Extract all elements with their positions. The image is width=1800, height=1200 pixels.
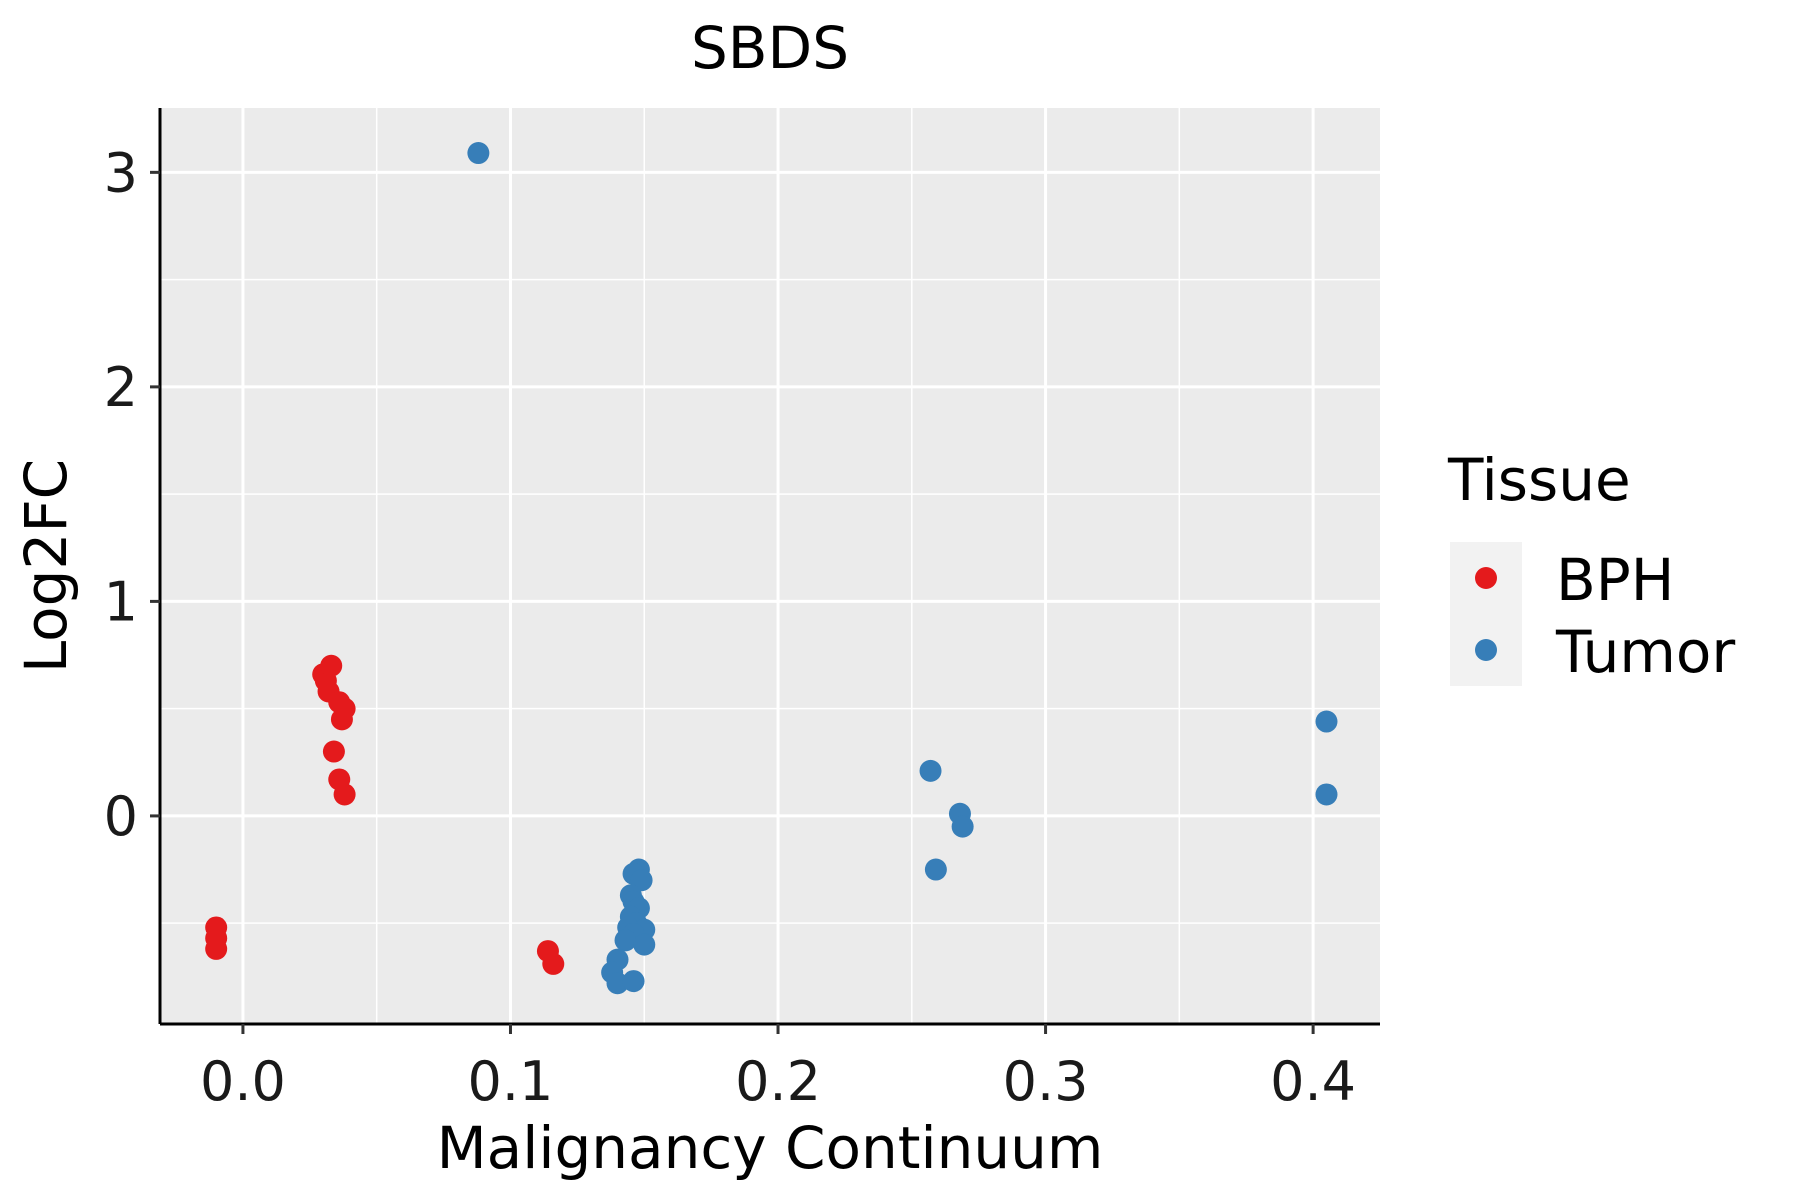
x-axis-ticks: 0.0 0.1 0.2 0.3 0.4 xyxy=(200,1024,1356,1113)
legend-key-background xyxy=(1450,542,1522,686)
data-points xyxy=(205,142,1338,995)
point-bph-10 xyxy=(322,740,345,763)
legend-title: Tissue xyxy=(1447,446,1631,514)
y-tick-label-0: 0 xyxy=(104,785,138,848)
y-tick-label-2: 2 xyxy=(104,356,138,419)
point-tumor-21 xyxy=(924,858,947,881)
point-tumor-16 xyxy=(606,972,629,995)
minor-gridlines xyxy=(160,108,1380,1024)
legend-label-bph: BPH xyxy=(1556,546,1674,614)
y-tick-label-1: 1 xyxy=(104,570,138,633)
legend-dot-tumor xyxy=(1475,639,1497,661)
major-gridlines xyxy=(160,108,1380,1024)
point-bph-2 xyxy=(205,937,228,960)
point-tumor-18 xyxy=(919,759,942,782)
point-bph-14 xyxy=(542,952,565,975)
x-axis-title: Malignancy Continuum xyxy=(437,1114,1104,1182)
x-tick-label-4: 0.4 xyxy=(1270,1050,1356,1113)
point-tumor-22 xyxy=(1315,710,1338,733)
plot-panel xyxy=(160,108,1380,1024)
y-tick-label-3: 3 xyxy=(104,141,138,204)
point-tumor-23 xyxy=(1315,783,1338,806)
point-tumor-17 xyxy=(622,970,645,993)
x-tick-label-3: 0.3 xyxy=(1003,1050,1089,1113)
point-tumor-20 xyxy=(951,815,974,838)
point-tumor-13 xyxy=(633,933,656,956)
point-bph-9 xyxy=(330,708,353,731)
x-tick-label-0: 0.0 xyxy=(200,1050,286,1113)
legend-label-tumor: Tumor xyxy=(1555,618,1735,686)
point-bph-6 xyxy=(320,654,343,677)
y-axis-ticks: 0 1 2 3 xyxy=(104,141,160,848)
point-tumor-0 xyxy=(467,142,490,165)
x-tick-label-2: 0.2 xyxy=(735,1050,821,1113)
x-tick-label-1: 0.1 xyxy=(468,1050,554,1113)
point-tumor-12 xyxy=(614,929,637,952)
point-bph-12 xyxy=(333,783,356,806)
y-axis-title: Log2FC xyxy=(12,459,80,673)
chart-title: SBDS xyxy=(691,14,849,82)
legend: Tissue BPH Tumor xyxy=(1447,446,1735,686)
legend-dot-bph xyxy=(1475,567,1497,589)
